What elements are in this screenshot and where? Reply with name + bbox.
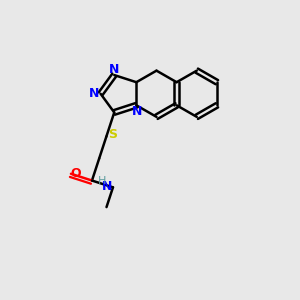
Text: S: S	[108, 128, 117, 141]
Text: N: N	[109, 63, 119, 76]
Text: N: N	[132, 105, 143, 118]
Text: N: N	[89, 87, 99, 100]
Text: H: H	[98, 176, 106, 186]
Text: O: O	[70, 167, 81, 180]
Text: N: N	[102, 180, 112, 193]
